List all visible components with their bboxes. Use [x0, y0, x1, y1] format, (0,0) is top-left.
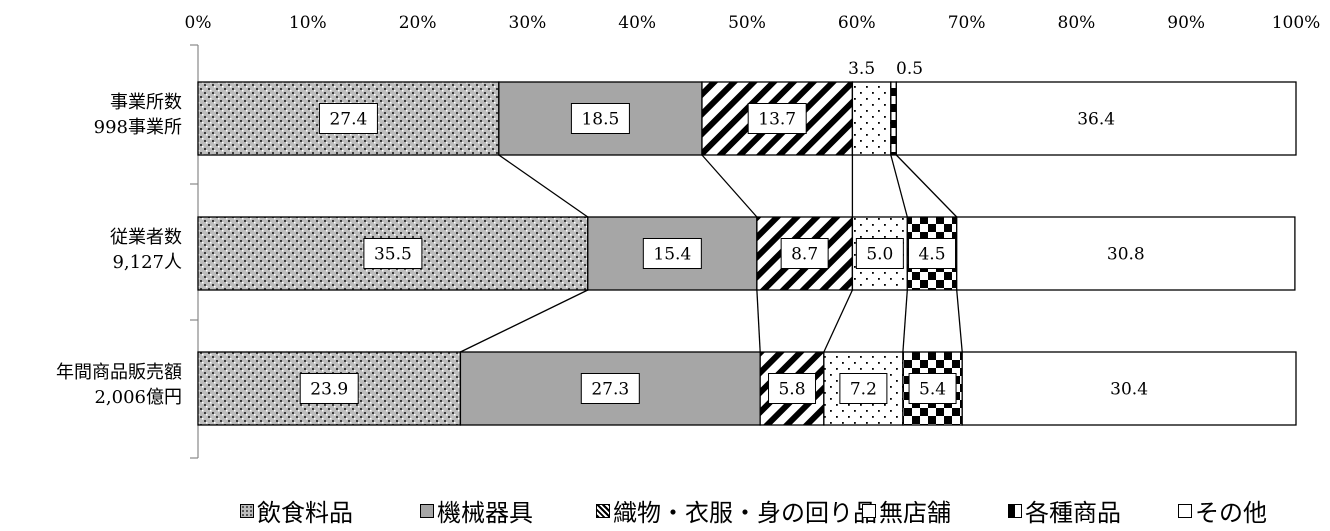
- series-connector-line: [895, 154, 958, 218]
- category-label: 9,127人: [112, 252, 182, 273]
- series-connector-line: [890, 154, 908, 218]
- data-label: 5.4: [919, 380, 946, 400]
- series-connector-line: [902, 289, 908, 353]
- bar-segment-other: [895, 81, 1297, 156]
- data-label: 36.4: [1077, 110, 1115, 130]
- category-label: 従業者数: [110, 227, 182, 248]
- x-tick-label: 40%: [618, 13, 656, 33]
- legend-label-machine: 機械器具: [437, 499, 533, 527]
- series-connector-line: [460, 289, 589, 353]
- connector-layer: [460, 154, 963, 353]
- series-connector-line: [701, 154, 758, 218]
- data-label-box: [839, 373, 888, 404]
- legend-item-machine: 機械器具: [420, 493, 533, 528]
- category-label: 年間商品販売額: [56, 362, 182, 383]
- x-tick-label: 50%: [728, 13, 766, 33]
- series-connector-line: [498, 154, 589, 218]
- x-tick-label: 10%: [289, 13, 327, 33]
- data-label: 27.3: [591, 380, 629, 400]
- legend-swatch-other: [1178, 503, 1192, 518]
- legend-label-general: 各種商品: [1025, 499, 1121, 527]
- data-label-box: [363, 238, 423, 269]
- x-tick-label: 80%: [1058, 13, 1096, 33]
- series-connector-line: [956, 289, 963, 353]
- data-label: 30.8: [1107, 245, 1145, 265]
- legend-item-food: 飲食料品: [240, 493, 353, 528]
- x-tick-label: 30%: [509, 13, 547, 33]
- axis-layer: 0% 10% 20% 30% 40% 50% 60% 70% 80% 90% 100% 事業所数 998…: [56, 13, 1321, 459]
- data-label-box: [318, 103, 378, 134]
- data-label: 8.7: [791, 245, 818, 265]
- legend-swatch-general: [1008, 503, 1022, 518]
- bar-segment-other: [961, 351, 1297, 426]
- series-connector-line: [823, 289, 853, 353]
- legend-item-nostore: 無店舗: [862, 493, 951, 528]
- x-tick-label: 70%: [948, 13, 986, 33]
- data-label-box: [747, 103, 807, 134]
- data-label: 3.5: [848, 59, 875, 79]
- bar-segment-general: [890, 81, 897, 156]
- x-tick-label: 20%: [399, 13, 437, 33]
- x-tick-label: 60%: [838, 13, 876, 33]
- data-label: 27.4: [329, 110, 367, 130]
- data-label-box: [855, 238, 904, 269]
- data-label: 30.4: [1110, 380, 1148, 400]
- bar-segment-other: [956, 216, 1296, 291]
- legend-swatch-food: [240, 503, 254, 518]
- legend-item-general: 各種商品: [1008, 493, 1121, 528]
- data-label-box: [908, 238, 957, 269]
- data-label: 5.0: [866, 245, 893, 265]
- legend-item-other: その他: [1178, 493, 1267, 528]
- x-tick-label: 100%: [1272, 13, 1321, 33]
- data-label: 7.2: [850, 380, 877, 400]
- label-layer: 27.4 18.5 13.7 3.5 0.5 36.4 35.5 15.4 8.7 5.0 4.5 3…: [299, 59, 1148, 404]
- legend: 飲食料品 機械器具 織物・衣服・身の回り品 無店舗 各種商品 その他: [0, 493, 1330, 528]
- legend-label-other: その他: [1195, 499, 1267, 527]
- category-label: 事業所数: [110, 92, 182, 113]
- legend-swatch-nostore: [862, 503, 876, 518]
- data-label-box: [299, 373, 359, 404]
- data-label: 4.5: [918, 245, 945, 265]
- data-label-box: [908, 373, 957, 404]
- legend-label-food: 飲食料品: [257, 499, 353, 527]
- bar-segment-nostore: [851, 81, 892, 156]
- legend-swatch-machine: [420, 503, 434, 518]
- data-label: 18.5: [581, 110, 619, 130]
- legend-label-nostore: 無店舗: [879, 499, 951, 527]
- data-label-box: [768, 373, 817, 404]
- data-label-box: [570, 103, 630, 134]
- data-label: 5.8: [778, 380, 805, 400]
- legend-label-textile: 織物・衣服・身の回り品: [613, 499, 877, 527]
- data-label: 13.7: [758, 110, 796, 130]
- category-label: 998事業所: [94, 117, 182, 138]
- series-connector-line: [756, 289, 761, 353]
- data-label: 35.5: [374, 245, 412, 265]
- data-label: 0.5: [896, 59, 923, 79]
- data-label: 23.9: [310, 380, 348, 400]
- x-tick-label: 90%: [1167, 13, 1205, 33]
- category-label: 2,006億円: [94, 387, 182, 408]
- data-label-box: [642, 238, 702, 269]
- legend-swatch-textile: [596, 503, 610, 518]
- legend-item-textile: 織物・衣服・身の回り品: [596, 493, 877, 528]
- data-label-box: [580, 373, 640, 404]
- x-tick-label: 0%: [185, 13, 212, 33]
- data-label-box: [780, 238, 829, 269]
- data-label: 15.4: [653, 245, 691, 265]
